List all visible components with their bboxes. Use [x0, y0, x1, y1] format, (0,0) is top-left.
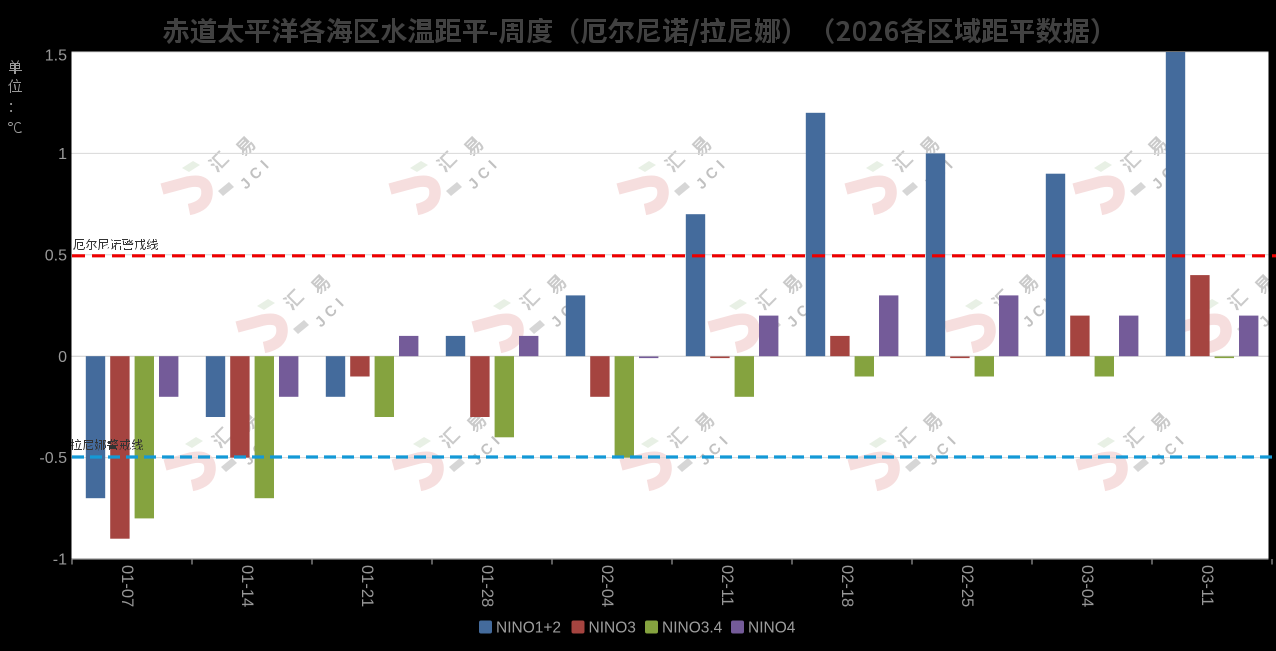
svg-text:01-14: 01-14 — [238, 565, 256, 607]
svg-text:NINO4: NINO4 — [748, 620, 796, 637]
svg-text:0: 0 — [58, 349, 67, 366]
svg-text:1.5: 1.5 — [45, 48, 67, 65]
svg-text:1: 1 — [58, 146, 67, 163]
svg-text:03-04: 03-04 — [1078, 565, 1096, 607]
svg-text:0.5: 0.5 — [45, 247, 67, 264]
svg-text:03-11: 03-11 — [1198, 565, 1216, 606]
svg-text:-1: -1 — [53, 552, 67, 569]
svg-text:02-18: 02-18 — [838, 565, 856, 607]
svg-text:NINO3: NINO3 — [589, 620, 636, 637]
svg-text:02-11: 02-11 — [718, 565, 736, 606]
svg-text:01-21: 01-21 — [358, 565, 376, 607]
svg-text:01-28: 01-28 — [478, 565, 496, 607]
svg-text:01-07: 01-07 — [118, 565, 136, 607]
svg-text:02-04: 02-04 — [598, 565, 616, 607]
svg-text:02-25: 02-25 — [958, 565, 976, 607]
svg-text:NINO3.4: NINO3.4 — [662, 620, 723, 637]
svg-text:-0.5: -0.5 — [39, 450, 67, 467]
svg-text:NINO1+2: NINO1+2 — [496, 620, 561, 637]
